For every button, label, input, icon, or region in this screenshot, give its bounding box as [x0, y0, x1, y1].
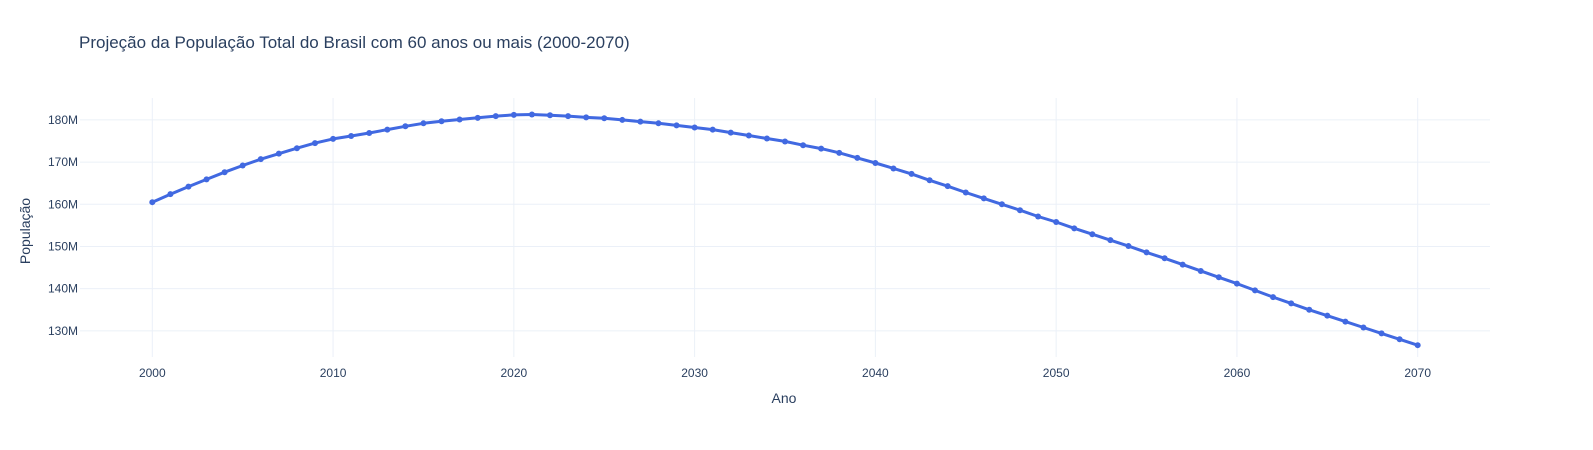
data-point[interactable]: [221, 169, 228, 176]
data-point[interactable]: [366, 130, 373, 137]
data-point[interactable]: [1378, 330, 1385, 337]
y-axis-ticks: 130M 140M 150M 160M 170M 180M: [48, 113, 78, 338]
data-point[interactable]: [1017, 207, 1023, 214]
data-point[interactable]: [510, 111, 517, 118]
series-line: [151, 113, 1419, 347]
y-tick-label: 160M: [48, 197, 78, 211]
data-point[interactable]: [1035, 213, 1042, 220]
data-point[interactable]: [348, 132, 355, 139]
data-point[interactable]: [1306, 306, 1313, 313]
y-tick-label: 180M: [48, 113, 78, 127]
data-point[interactable]: [836, 149, 843, 156]
chart-title: Projeção da População Total do Brasil co…: [79, 33, 630, 52]
data-point[interactable]: [800, 142, 807, 149]
data-point[interactable]: [420, 120, 427, 127]
data-point[interactable]: [1125, 243, 1132, 250]
y-tick-label: 150M: [48, 239, 78, 253]
data-point[interactable]: [1396, 336, 1403, 343]
data-point[interactable]: [402, 123, 409, 130]
x-tick-label: 2030: [681, 366, 708, 380]
data-point[interactable]: [1215, 274, 1222, 281]
data-point[interactable]: [890, 165, 897, 172]
x-tick-label: 2010: [320, 366, 347, 380]
x-tick-label: 2040: [862, 366, 889, 380]
data-point[interactable]: [1053, 219, 1060, 226]
data-point[interactable]: [1414, 342, 1421, 349]
x-axis-ticks: 2000 2010 2020 2030 2040 2050 2060 2070: [139, 366, 1431, 380]
data-point[interactable]: [239, 162, 246, 169]
x-tick-label: 2000: [139, 366, 166, 380]
x-tick-label: 2070: [1404, 366, 1431, 380]
data-point[interactable]: [1179, 261, 1186, 268]
data-point[interactable]: [1197, 267, 1204, 274]
data-point[interactable]: [1324, 312, 1331, 319]
data-point[interactable]: [312, 140, 318, 147]
data-point[interactable]: [1288, 300, 1295, 307]
data-point[interactable]: [293, 145, 300, 152]
data-point[interactable]: [998, 201, 1005, 208]
y-tick-label: 140M: [48, 282, 78, 296]
data-point[interactable]: [1252, 287, 1258, 294]
data-point[interactable]: [818, 145, 825, 152]
data-point[interactable]: [1107, 237, 1114, 244]
data-point[interactable]: [565, 113, 572, 120]
data-point[interactable]: [709, 126, 716, 133]
data-point[interactable]: [456, 116, 463, 123]
data-point[interactable]: [547, 112, 553, 119]
data-point[interactable]: [528, 111, 535, 118]
data-point[interactable]: [673, 122, 680, 129]
data-point[interactable]: [1143, 249, 1150, 256]
y-tick-label: 130M: [48, 324, 78, 338]
data-point[interactable]: [962, 189, 969, 196]
data-point[interactable]: [1233, 280, 1240, 287]
data-point[interactable]: [980, 195, 987, 202]
data-point[interactable]: [275, 150, 282, 157]
data-point[interactable]: [330, 135, 337, 142]
x-tick-label: 2060: [1224, 366, 1251, 380]
data-point[interactable]: [1342, 318, 1349, 325]
data-point[interactable]: [872, 159, 879, 166]
data-point[interactable]: [1071, 225, 1078, 232]
data-point[interactable]: [185, 183, 192, 190]
data-point[interactable]: [167, 191, 174, 198]
data-point[interactable]: [583, 114, 590, 121]
data-point[interactable]: [944, 183, 951, 190]
data-point[interactable]: [655, 120, 662, 127]
data-point[interactable]: [1270, 294, 1277, 301]
data-point[interactable]: [926, 177, 933, 184]
data-point[interactable]: [149, 199, 156, 206]
data-point[interactable]: [1161, 255, 1168, 262]
data-point[interactable]: [474, 114, 481, 121]
x-axis-title: Ano: [772, 390, 797, 406]
data-point[interactable]: [203, 176, 210, 183]
data-point[interactable]: [854, 154, 861, 161]
data-point[interactable]: [1360, 324, 1367, 331]
data-point[interactable]: [763, 135, 770, 142]
data-point[interactable]: [727, 129, 734, 136]
data-point[interactable]: [601, 115, 608, 122]
data-point[interactable]: [438, 118, 445, 125]
y-tick-label: 170M: [48, 155, 78, 169]
data-point[interactable]: [1089, 231, 1096, 238]
data-point[interactable]: [257, 156, 264, 163]
data-point[interactable]: [782, 138, 788, 145]
data-point[interactable]: [384, 126, 391, 133]
data-point[interactable]: [908, 170, 915, 177]
data-point[interactable]: [619, 116, 626, 123]
data-point[interactable]: [745, 132, 752, 139]
y-axis-title: População: [17, 198, 33, 264]
gridlines: [80, 98, 1490, 357]
x-tick-label: 2020: [500, 366, 527, 380]
series-layer: [149, 111, 1421, 349]
data-point[interactable]: [691, 124, 698, 131]
data-point[interactable]: [492, 113, 499, 120]
x-tick-label: 2050: [1043, 366, 1070, 380]
data-point[interactable]: [637, 118, 644, 125]
